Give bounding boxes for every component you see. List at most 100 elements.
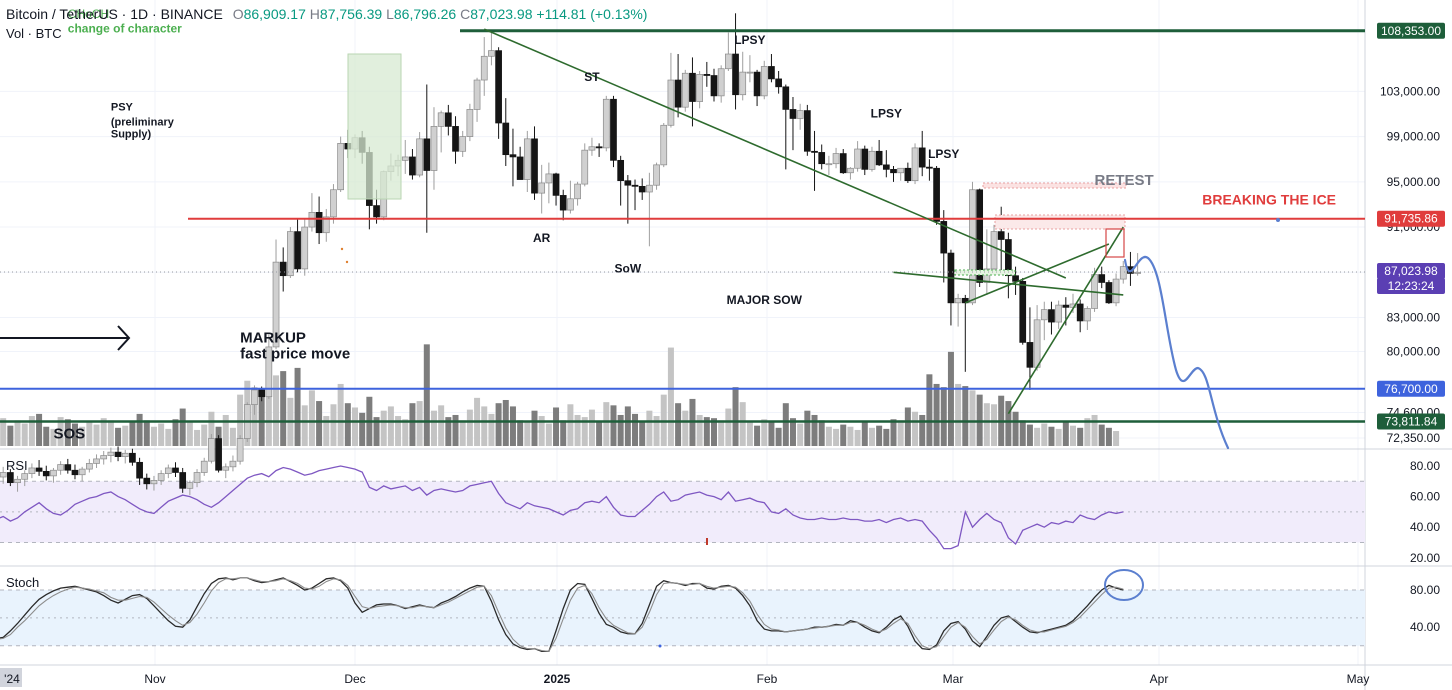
candle-body[interactable] (775, 78, 782, 88)
candle-body[interactable] (330, 189, 337, 218)
price-axis[interactable]: 72,350.0074,600.0080,000.0083,000.0087,0… (1377, 0, 1445, 634)
candle-body[interactable] (172, 467, 179, 473)
candle-body[interactable] (839, 153, 847, 174)
stoch-k-line[interactable] (0, 577, 1124, 653)
trendline[interactable] (964, 243, 1110, 304)
level-badge-73811-bg[interactable] (1377, 413, 1445, 430)
candle-body[interactable] (523, 138, 531, 180)
level-badge-108353-bg[interactable] (1377, 22, 1445, 39)
candle-body[interactable] (495, 50, 502, 124)
candle-body[interactable] (926, 166, 933, 169)
candle-body[interactable] (696, 74, 703, 102)
candle-body[interactable] (488, 50, 495, 57)
candle-body[interactable] (660, 124, 668, 166)
candle-body[interactable] (725, 53, 732, 70)
candle-body[interactable] (452, 126, 459, 152)
candle-body[interactable] (1040, 309, 1048, 321)
rsi-line[interactable] (0, 465, 1124, 550)
level-badge-76700-bg[interactable] (1377, 380, 1445, 397)
volume-legend[interactable]: Vol · BTC (6, 26, 62, 41)
candle-body[interactable] (638, 185, 646, 193)
stoch-circle-drawing[interactable] (1104, 569, 1144, 601)
candle-body[interactable] (940, 221, 948, 254)
candle-body[interactable] (143, 477, 151, 485)
candle-body[interactable] (279, 261, 287, 277)
candle-body[interactable] (703, 74, 711, 76)
candle-body[interactable] (409, 156, 416, 176)
candle-body[interactable] (164, 467, 172, 474)
candle-body[interactable] (150, 480, 158, 485)
level-badge-91735-bg[interactable] (1377, 210, 1445, 227)
candle-body[interactable] (904, 167, 912, 182)
candle-body[interactable] (107, 451, 115, 456)
candle-body[interactable] (42, 471, 50, 477)
candle-body[interactable] (315, 212, 323, 234)
candle-body[interactable] (1134, 271, 1141, 274)
candle-body[interactable] (1112, 278, 1120, 304)
candle-body[interactable] (78, 468, 86, 476)
candle-body[interactable] (473, 79, 481, 110)
candle-body[interactable] (854, 148, 861, 169)
candle-body[interactable] (610, 98, 617, 161)
candle-body[interactable] (502, 122, 510, 156)
candle-body[interactable] (796, 110, 804, 119)
candle-body[interactable] (200, 460, 208, 473)
candle-body[interactable] (588, 146, 596, 151)
candle-body[interactable] (753, 71, 761, 97)
candle-body[interactable] (1076, 303, 1084, 322)
candle-body[interactable] (760, 66, 768, 97)
stoch-legend[interactable]: Stoch (6, 575, 40, 590)
candle-body[interactable] (114, 451, 122, 458)
candle-body[interactable] (653, 164, 660, 186)
candle-body[interactable] (581, 149, 589, 185)
candle-body[interactable] (789, 109, 797, 119)
candle-body[interactable] (818, 152, 826, 165)
candle-body[interactable] (28, 467, 36, 474)
candle-body[interactable] (832, 153, 840, 165)
candle-body[interactable] (567, 198, 574, 211)
candle-body[interactable] (179, 472, 187, 489)
candle-body[interactable] (1005, 239, 1012, 277)
candle-body[interactable] (322, 216, 330, 234)
candle-body[interactable] (466, 109, 474, 137)
candle-body[interactable] (287, 231, 294, 277)
candle-body[interactable] (294, 231, 301, 270)
candle-body[interactable] (516, 156, 524, 180)
candle-body[interactable] (1012, 275, 1019, 282)
time-axis[interactable]: '24 Nov Dec 2025 Feb Mar Apr May (0, 668, 1369, 687)
candle-body[interactable] (990, 231, 998, 270)
candle-body[interactable] (918, 147, 926, 168)
candle-body[interactable] (229, 460, 237, 468)
candle-body[interactable] (258, 389, 266, 398)
candle-body[interactable] (574, 183, 581, 200)
candle-body[interactable] (1055, 304, 1062, 323)
candle-body[interactable] (768, 66, 775, 80)
trendline[interactable] (483, 28, 1067, 279)
retest-zone-box[interactable] (994, 214, 1126, 230)
candle-body[interactable] (911, 147, 919, 182)
candle-body[interactable] (559, 195, 567, 211)
stoch-d-line[interactable] (0, 577, 1124, 652)
candle-body[interactable] (997, 231, 1005, 240)
candle-body[interactable] (193, 472, 201, 484)
candle-body[interactable] (430, 126, 438, 171)
candle-body[interactable] (129, 452, 136, 463)
candle-body[interactable] (265, 346, 273, 398)
projected-path-drawing[interactable] (1123, 255, 1230, 450)
rsi-pane[interactable] (0, 465, 1124, 550)
trendline[interactable] (1007, 226, 1124, 415)
candle-body[interactable] (14, 478, 21, 484)
candle-body[interactable] (373, 205, 380, 218)
candle-body[interactable] (57, 464, 64, 471)
candle-body[interactable] (531, 138, 538, 194)
candle-body[interactable] (689, 72, 696, 102)
candle-body[interactable] (157, 473, 165, 481)
candle-body[interactable] (667, 79, 675, 126)
candle-body[interactable] (875, 150, 883, 166)
countdown-badge-bg[interactable] (1377, 278, 1445, 295)
candle-body[interactable] (868, 150, 876, 170)
candle-body[interactable] (1084, 308, 1091, 322)
candle-body[interactable] (437, 112, 445, 127)
